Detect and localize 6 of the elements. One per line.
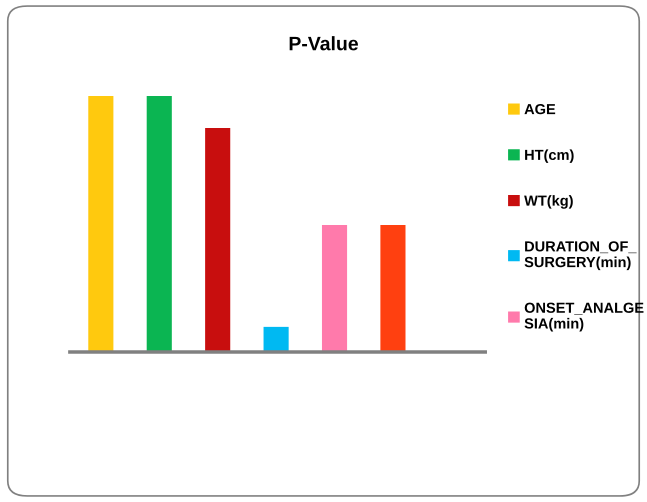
- legend-label: WT(kg): [524, 195, 573, 209]
- legend-label: AGE: [524, 104, 556, 114]
- legend-label: DURATION_OF_ SURGERY(min): [524, 241, 637, 270]
- legend-label: HT(cm): [525, 149, 574, 163]
- chart-title: P-Value: [290, 36, 358, 50]
- legend-label: ONSET_ANALGE SIA(min): [524, 302, 644, 332]
